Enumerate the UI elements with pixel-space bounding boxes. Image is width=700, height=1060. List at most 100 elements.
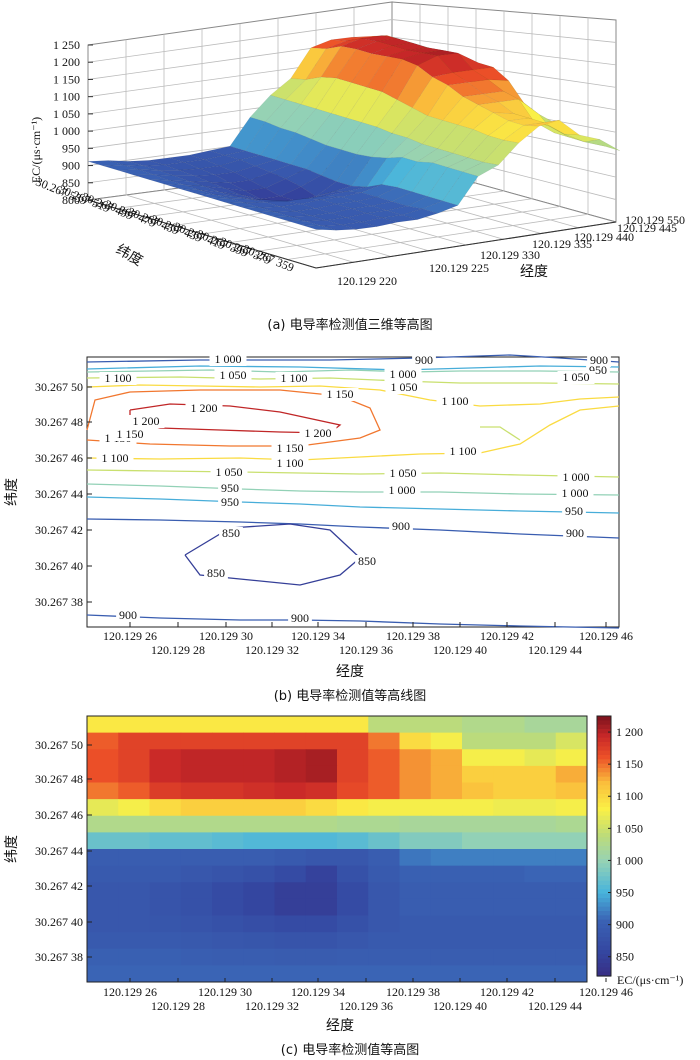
heatmap-cell bbox=[399, 915, 432, 933]
contour-label-bg bbox=[209, 353, 247, 366]
contour-label: 1 050 bbox=[390, 466, 417, 480]
heatmap-cell bbox=[368, 832, 400, 850]
heatmap-cell bbox=[399, 832, 432, 850]
x-tick-label: 120.129 28 bbox=[151, 643, 205, 657]
colorbar-frame bbox=[596, 715, 612, 977]
colorbar-band bbox=[597, 898, 611, 903]
heatmap-cell bbox=[399, 732, 432, 750]
z-tick-label: 1 000 bbox=[53, 124, 80, 138]
x-tick-label: 120.129 26 bbox=[103, 985, 157, 999]
z-tick-label: 1 150 bbox=[53, 72, 80, 86]
x-tick-label: 120.129 550 bbox=[625, 213, 685, 227]
colorbar-band bbox=[597, 807, 611, 812]
heatmap-cell bbox=[462, 765, 494, 784]
contour-label-bg bbox=[210, 466, 248, 479]
heatmap-cell bbox=[399, 882, 432, 900]
contour-label-bg bbox=[204, 567, 228, 580]
x-tick-label: 120.129 28 bbox=[151, 999, 205, 1013]
heatmap-cell bbox=[274, 815, 307, 833]
heatmap-cell bbox=[87, 932, 119, 950]
heatmap-cell bbox=[149, 965, 182, 983]
heatmap-cell bbox=[368, 915, 400, 933]
y-tick-label: 30.267 46 bbox=[35, 451, 83, 465]
heatmap-cell bbox=[274, 765, 307, 784]
heatmap-cell bbox=[118, 965, 150, 983]
heatmap-cell bbox=[274, 965, 307, 983]
heatmap-cell bbox=[368, 948, 400, 966]
colorbar-band bbox=[597, 750, 611, 756]
heatmap-cell bbox=[399, 815, 432, 833]
x-tick-label: 120.129 34 bbox=[291, 629, 345, 643]
x-tick-label: 120.129 38 bbox=[386, 985, 440, 999]
heatmap-cell bbox=[212, 732, 244, 750]
heatmap-cell bbox=[243, 915, 275, 933]
heatmap-cell bbox=[368, 749, 400, 767]
heatmap-cell bbox=[430, 849, 463, 867]
heatmap-cell bbox=[368, 765, 400, 784]
contour-label-bg bbox=[271, 442, 309, 455]
y-tick-label: 30.267 44 bbox=[35, 487, 83, 501]
heatmap-cell bbox=[243, 882, 275, 900]
contour-label-bg bbox=[562, 505, 586, 518]
contour-label: 1 150 bbox=[327, 387, 354, 401]
heatmap-cell bbox=[524, 898, 557, 917]
heatmap-frame bbox=[86, 715, 588, 983]
heatmap-cell bbox=[180, 948, 213, 966]
y-axis-label: 纬度 bbox=[4, 835, 20, 863]
contour-label: 1 050 bbox=[391, 380, 418, 394]
heatmap-cell bbox=[524, 799, 557, 817]
contour-label: 1 100 bbox=[450, 444, 477, 458]
heatmap-cell bbox=[212, 965, 244, 983]
heatmap-cell bbox=[118, 932, 150, 950]
colorbar-band bbox=[597, 954, 611, 960]
heatmap-cell bbox=[149, 815, 182, 833]
heatmap-cell bbox=[274, 799, 307, 817]
z-tick-label: 1 100 bbox=[53, 90, 80, 104]
y-axis-label: 纬度 bbox=[4, 478, 20, 506]
contour-label-bg bbox=[384, 467, 422, 480]
contour-label: 950 bbox=[221, 495, 239, 509]
heatmap-cell bbox=[118, 782, 150, 800]
heatmap-cell bbox=[212, 832, 244, 850]
heatmap-cell bbox=[555, 765, 588, 784]
heatmap-cell bbox=[87, 832, 119, 850]
colorbar: 850 900 950 1 000 1 050 1 100 1 150 1 200 bbox=[596, 715, 643, 977]
contour-label-bg bbox=[271, 457, 309, 470]
contour-label-bg bbox=[563, 527, 587, 540]
heatmap-cell bbox=[305, 915, 338, 933]
heatmap-cell bbox=[212, 749, 244, 767]
heatmap-cell bbox=[399, 749, 432, 767]
heatmap-cell bbox=[399, 932, 432, 950]
contour-label: 1 200 bbox=[305, 426, 332, 440]
contour-label: 900 bbox=[415, 353, 433, 367]
heatmap-cell bbox=[243, 932, 275, 950]
colorbar-band bbox=[597, 785, 611, 791]
heatmap-cell bbox=[180, 799, 213, 817]
contour-label: 900 bbox=[392, 519, 410, 533]
heatmap-cell bbox=[430, 765, 463, 784]
heatmap-cell bbox=[118, 948, 150, 966]
contour-label: 850 bbox=[207, 566, 225, 580]
heatmap-cell bbox=[524, 948, 557, 966]
heatmap-cell bbox=[180, 832, 213, 850]
x-tick-label: 120.129 44 bbox=[528, 999, 582, 1013]
heatmap-cell bbox=[118, 799, 150, 817]
heatmap-cell bbox=[243, 732, 275, 750]
colorbar-band bbox=[597, 729, 611, 734]
heatmap-cell bbox=[87, 765, 119, 784]
colorbar-band bbox=[597, 872, 611, 877]
colorbar-band bbox=[597, 794, 611, 799]
colorbar-band bbox=[597, 919, 611, 925]
heatmap-cell bbox=[462, 749, 494, 767]
heatmap-cell bbox=[337, 799, 369, 817]
colorbar-band bbox=[597, 833, 611, 838]
x-tick-label: 120.129 220 bbox=[337, 274, 397, 288]
heatmap-cell bbox=[87, 882, 119, 900]
grid-line bbox=[87, 19, 617, 63]
heatmap-cell bbox=[243, 799, 275, 817]
x-axis-label: 经度 bbox=[336, 664, 364, 680]
heatmap-cell bbox=[430, 749, 463, 767]
contour-label: 1 150 bbox=[277, 441, 304, 455]
heatmap-cell bbox=[274, 865, 307, 883]
